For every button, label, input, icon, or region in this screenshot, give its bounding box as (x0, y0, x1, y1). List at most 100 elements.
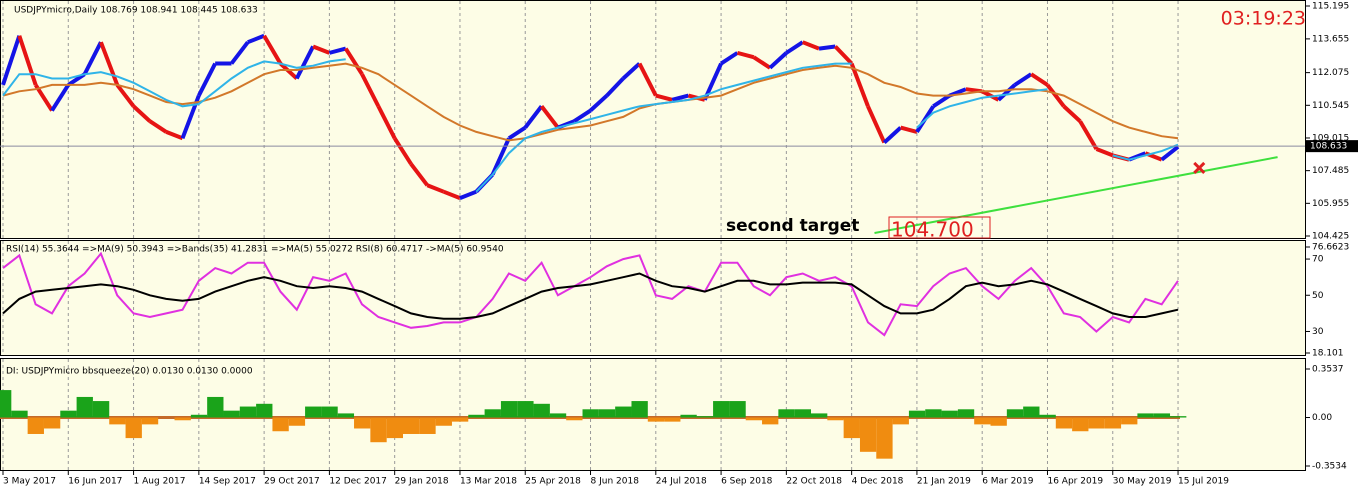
series-line (2, 58, 1179, 193)
price-segment (997, 83, 1017, 102)
bar (1137, 413, 1154, 418)
bar (908, 410, 926, 418)
bar (354, 417, 371, 429)
bar (582, 409, 599, 418)
y-tick-label: 112.075 (1312, 68, 1349, 78)
bar (941, 410, 958, 418)
price-segment (409, 162, 429, 187)
bar (190, 414, 208, 418)
series-line (2, 272, 1179, 320)
price-segment (637, 62, 658, 97)
price-segment (507, 125, 527, 140)
bar (207, 396, 224, 418)
bar (1104, 417, 1122, 429)
x-tick-label: 14 Sep 2017 (199, 477, 256, 487)
x-tick-label: 24 Jul 2018 (656, 477, 707, 487)
price-segment (1, 35, 22, 86)
price-segment (785, 40, 804, 55)
bar (925, 409, 942, 418)
bar (60, 410, 77, 418)
price-segment (344, 47, 364, 76)
bar (615, 406, 632, 418)
price-segment (490, 137, 511, 176)
y-tick-label: 30 (1312, 327, 1324, 337)
bar (223, 410, 240, 418)
bar (76, 396, 93, 418)
price-segment (671, 93, 689, 102)
x-tick-label: 4 Dec 2018 (852, 477, 904, 487)
bar (239, 406, 257, 418)
price-segment (655, 93, 673, 102)
price-segment (82, 41, 103, 76)
bar (451, 417, 469, 422)
price-segment (392, 137, 413, 165)
price-segment (849, 62, 870, 107)
price-segment (279, 62, 299, 80)
price-segment (818, 44, 836, 51)
price-segment (539, 105, 560, 129)
price-segment (262, 34, 283, 65)
grid (2, 1, 1179, 470)
bar (500, 401, 518, 418)
price-title: USDJPYmicro,Daily 108.769 108.941 108.44… (14, 6, 258, 16)
y-tick-label: 104.425 (1312, 232, 1349, 242)
x-tick-label: 8 Jun 2018 (591, 477, 640, 487)
bar (974, 417, 991, 425)
trendline (874, 156, 1278, 234)
bar (631, 401, 648, 418)
bar (272, 417, 289, 432)
price-segment (1062, 104, 1082, 123)
bar (370, 417, 387, 443)
price-segment (148, 119, 168, 134)
annotation-box (888, 216, 991, 239)
price-segment (247, 33, 265, 45)
annotation: second target (726, 216, 859, 236)
bar (1088, 417, 1105, 429)
clock: 03:19:23 (1221, 8, 1306, 30)
bar (141, 417, 159, 425)
x-tick-label: 15 Jul 2019 (1178, 477, 1229, 487)
squeeze-title: DI: USDJPYmicro bbsqueeze(20) 0.0130 0.0… (6, 367, 253, 377)
bar (598, 409, 616, 418)
bar (337, 413, 355, 418)
price-segment (801, 40, 820, 51)
bar (419, 417, 436, 434)
bar (1121, 417, 1138, 425)
price-segment (736, 50, 755, 60)
y-tick-label: 109.015 (1312, 133, 1349, 143)
y-tick-label: 113.655 (1312, 34, 1349, 44)
bar (484, 409, 501, 418)
bar (713, 401, 730, 418)
bar (1023, 406, 1040, 418)
price-segment (900, 125, 918, 134)
bar (92, 401, 110, 418)
y-tick-label: 115.195 (1312, 2, 1349, 12)
bar (1055, 417, 1073, 429)
bar (1170, 416, 1187, 418)
price-segment (573, 108, 592, 123)
price-segment (197, 62, 217, 97)
x-tick-label: 29 Jan 2018 (395, 477, 449, 487)
price-segment (1013, 72, 1033, 87)
y-tick-label: 0.00 (1312, 413, 1332, 423)
bar (729, 401, 746, 418)
current-price-box (1306, 140, 1358, 153)
y-tick-label: 0.3537 (1312, 365, 1344, 375)
bar (533, 403, 550, 418)
bar (0, 390, 12, 418)
price-segment (67, 72, 86, 87)
price-segment (360, 73, 381, 108)
price-segment (1045, 83, 1066, 108)
price-segment (1160, 145, 1180, 162)
price-segment (229, 40, 250, 65)
price-segment (719, 51, 739, 66)
x-tick-label: 30 May 2019 (1113, 477, 1172, 487)
bar (109, 417, 126, 425)
price-segment (833, 45, 854, 65)
bar (843, 417, 860, 439)
y-tick-label: 18.101 (1312, 349, 1344, 359)
price-segment (50, 83, 70, 112)
bar (680, 414, 697, 418)
bar (762, 417, 779, 425)
